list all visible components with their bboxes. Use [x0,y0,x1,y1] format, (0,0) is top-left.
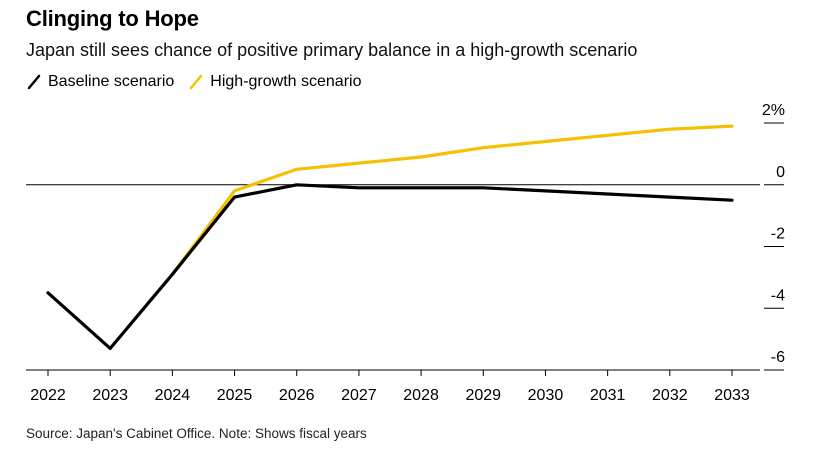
series-line-high-growth [170,124,734,276]
x-tick-label: 2022 [30,387,66,404]
x-tick-label: 2031 [590,387,626,404]
y-tick-label: -6 [771,349,785,366]
series-lines [46,124,734,350]
legend-swatch-baseline-icon [27,74,41,90]
chart-subtitle: Japan still sees chance of positive prim… [26,40,638,60]
axes: 2% 0 -2 -4 -6 2022 2023 2024 2025 2026 2027 2028 202… [26,102,785,404]
x-tick-label: 2026 [279,387,315,404]
y-tick-label: 2% [762,102,785,119]
y-tick-label: -2 [771,226,785,243]
x-tick-label: 2029 [465,387,501,404]
x-tick-label: 2033 [714,387,750,404]
legend-label-baseline: Baseline scenario [48,73,175,90]
legend-label-high-growth: High-growth scenario [210,73,362,90]
legend-swatch-high-growth-icon [190,74,203,90]
series-line-baseline [46,183,734,350]
x-tick-label: 2028 [403,387,439,404]
x-tick-label: 2030 [528,387,564,404]
x-tick-label: 2027 [341,387,377,404]
x-tick-label: 2025 [217,387,253,404]
x-tick-label: 2032 [652,387,688,404]
chart-title: Clinging to Hope [26,6,199,31]
source-note: Source: Japan's Cabinet Office. Note: Sh… [26,426,367,441]
y-tick-label: 0 [776,164,785,181]
x-tick-label: 2024 [155,387,191,404]
legend-item-baseline: Baseline scenario [26,73,174,91]
x-tick-label: 2023 [92,387,128,404]
y-tick-label: -4 [771,287,785,304]
legend: Baseline scenario High-growth scenario [26,73,375,91]
legend-item-high-growth: High-growth scenario [188,73,361,91]
